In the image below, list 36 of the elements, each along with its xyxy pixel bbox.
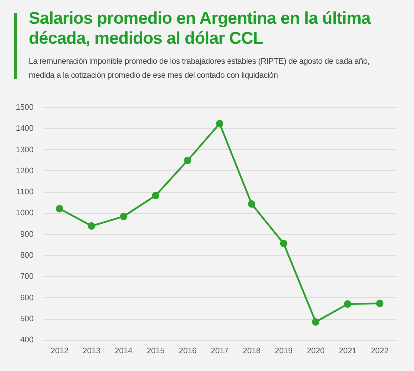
y-tick-label: 800: [20, 251, 34, 260]
x-tick-label: 2015: [146, 346, 166, 356]
y-tick-label: 500: [20, 314, 34, 324]
point: [216, 120, 224, 128]
chart-title: Salarios promedio en Argentina en la última década, medidos al dólar CCL: [29, 9, 372, 49]
point: [184, 156, 192, 164]
x-tick-label: 2020: [307, 346, 326, 356]
point: [152, 192, 160, 200]
x-tick-label: 2014: [114, 346, 134, 356]
point: [248, 200, 256, 208]
y-tick-label: 1400: [16, 124, 34, 134]
x-tick-label: 2016: [178, 346, 198, 356]
x-tick-label: 2021: [339, 346, 358, 356]
point: [280, 240, 288, 248]
point: [88, 222, 96, 230]
y-tick-label: 1500: [16, 103, 34, 112]
x-tick-label: 2019: [275, 346, 294, 356]
y-tick-label: 700: [20, 272, 34, 282]
point: [56, 205, 64, 213]
y-tick-label: 1100: [16, 188, 34, 197]
y-tick-label: 600: [20, 293, 34, 302]
point: [376, 300, 384, 308]
chart-subtitle: La remuneración imponible promedio de los trabajadores estables (RIPTE) de agosto de cada año, medida a la cotización promedio de ese mes del contado con liquidación: [29, 56, 371, 82]
x-tick-label: 2018: [243, 346, 262, 356]
y-tick-label: 900: [20, 230, 34, 239]
x-tick-label: 2022: [371, 346, 390, 356]
point: [120, 213, 128, 220]
x-tick-label: 2013: [82, 346, 102, 356]
point: [344, 300, 352, 308]
y-tick-label: 1300: [16, 145, 34, 154]
y-tick-label: 1000: [16, 208, 34, 218]
x-tick-label: 2017: [211, 346, 230, 356]
point: [312, 318, 320, 326]
x-tick-label: 2012: [50, 346, 70, 356]
y-tick-label: 400: [20, 336, 34, 345]
y-tick-label: 1200: [16, 166, 34, 176]
